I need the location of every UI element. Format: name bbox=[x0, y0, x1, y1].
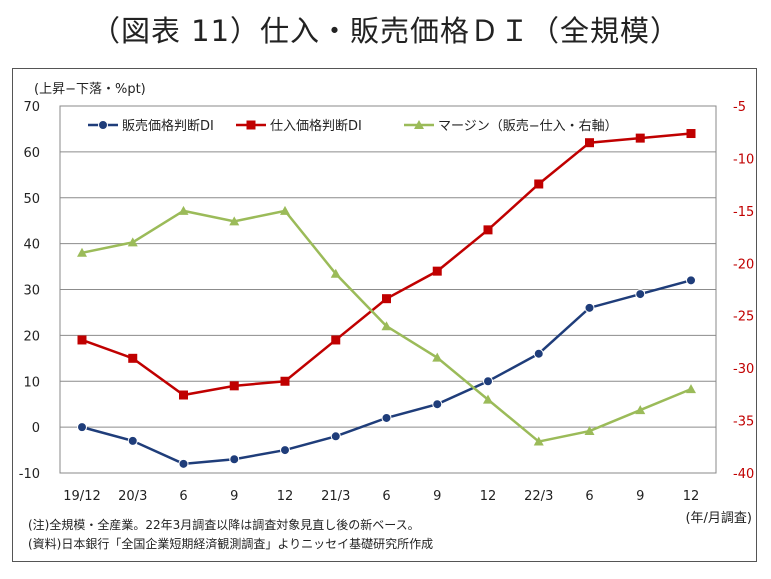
x-tick-label: 9 bbox=[433, 489, 441, 504]
data-point bbox=[229, 381, 239, 391]
x-tick-label: 9 bbox=[230, 489, 238, 504]
data-point bbox=[280, 205, 290, 215]
series-group bbox=[77, 205, 696, 446]
data-point bbox=[229, 454, 240, 465]
x-tick-label: 12 bbox=[480, 489, 497, 504]
data-point bbox=[179, 390, 188, 400]
legend-item: 販売価格判断DI bbox=[88, 118, 214, 134]
series-line bbox=[81, 279, 692, 466]
y-left-tick-label: 20 bbox=[23, 329, 40, 344]
y-left-tick-label: 40 bbox=[23, 238, 40, 253]
data-point bbox=[584, 426, 595, 436]
data-point bbox=[77, 247, 87, 257]
data-point bbox=[483, 225, 493, 235]
source-caption: (資料)日本銀行「全国企業短期経済観測調査」よりニッセイ基礎研究所作成 bbox=[28, 537, 434, 551]
legend: 販売価格判断DI 仕入価格判断DI マージン（販売−仕入・右軸） bbox=[88, 118, 618, 134]
legend-label: 仕入価格判断DI bbox=[270, 118, 362, 134]
data-point bbox=[584, 302, 595, 313]
data-point bbox=[382, 294, 391, 304]
data-point bbox=[229, 216, 240, 226]
data-point bbox=[635, 289, 646, 300]
series-group bbox=[77, 275, 696, 469]
data-point bbox=[483, 394, 493, 404]
data-point bbox=[686, 275, 696, 286]
x-tick-label: 19/12 bbox=[63, 489, 100, 504]
data-point bbox=[635, 133, 645, 143]
data-point bbox=[330, 431, 341, 442]
y-left-tick-label: 30 bbox=[23, 284, 40, 299]
data-point bbox=[77, 335, 87, 345]
data-point bbox=[585, 138, 594, 148]
y-left-tick-label: 60 bbox=[23, 146, 40, 161]
data-point bbox=[533, 348, 544, 359]
data-point bbox=[432, 266, 442, 276]
data-point bbox=[432, 399, 443, 410]
data-point bbox=[280, 445, 290, 456]
x-axis-label: (年/月調査) bbox=[685, 511, 752, 526]
data-point bbox=[534, 179, 544, 189]
y-right-tick-label: -10 bbox=[733, 152, 754, 167]
y-axis-left-label: (上昇−下落・%pt) bbox=[34, 82, 146, 97]
x-tick-label: 21/3 bbox=[321, 489, 350, 504]
plot-area-border bbox=[59, 105, 717, 474]
data-point bbox=[686, 129, 696, 139]
y-axis-right-ticks: -40 -35 -30 -25 -20 -15 -10 -5 bbox=[733, 100, 754, 482]
data-point bbox=[381, 321, 392, 331]
data-point bbox=[686, 384, 696, 394]
data-point bbox=[127, 237, 138, 247]
x-axis-ticks: 19/12 20/3 6 9 12 21/3 6 9 12 22/3 6 9 12 bbox=[63, 489, 699, 504]
x-tick-label: 6 bbox=[585, 489, 593, 504]
x-tick-label: 12 bbox=[683, 489, 700, 504]
data-point bbox=[127, 435, 138, 446]
x-tick-label: 6 bbox=[179, 489, 187, 504]
y-axis-left-ticks: -10 0 10 20 30 40 50 60 70 bbox=[19, 100, 40, 482]
y-left-tick-label: 0 bbox=[32, 421, 40, 436]
y-right-tick-label: -20 bbox=[733, 257, 754, 272]
y-left-tick-label: 10 bbox=[23, 375, 40, 390]
series-group bbox=[77, 129, 696, 400]
data-point bbox=[381, 412, 392, 423]
data-point bbox=[331, 335, 341, 345]
x-tick-label: 20/3 bbox=[118, 489, 147, 504]
data-point bbox=[533, 436, 544, 446]
y-left-tick-label: 50 bbox=[23, 192, 40, 207]
data-point bbox=[128, 353, 138, 363]
legend-label: 販売価格判断DI bbox=[122, 118, 214, 134]
data-point bbox=[414, 120, 424, 129]
data-point bbox=[77, 422, 87, 433]
x-tick-label: 12 bbox=[277, 489, 294, 504]
y-left-tick-label: 70 bbox=[23, 100, 40, 115]
series-line bbox=[81, 132, 692, 397]
x-tick-label: 9 bbox=[636, 489, 644, 504]
y-right-tick-label: -35 bbox=[733, 415, 754, 430]
data-point bbox=[635, 405, 646, 415]
data-point bbox=[178, 458, 189, 469]
legend-label: マージン（販売−仕入・右軸） bbox=[438, 118, 618, 134]
y-right-tick-label: -5 bbox=[733, 100, 746, 115]
data-point bbox=[432, 352, 443, 362]
data-point bbox=[178, 205, 189, 215]
data-point bbox=[246, 120, 256, 130]
x-tick-label: 22/3 bbox=[524, 489, 553, 504]
y-right-tick-label: -40 bbox=[733, 467, 754, 482]
series-lines bbox=[77, 129, 696, 469]
data-point bbox=[98, 120, 108, 130]
data-point bbox=[330, 268, 341, 278]
legend-item: 仕入価格判断DI bbox=[236, 118, 362, 134]
y-left-tick-label: -10 bbox=[19, 467, 40, 482]
y-right-tick-label: -25 bbox=[733, 310, 754, 325]
note-caption: (注)全規模・全産業。22年3月調査以降は調査対象見直し後の新ベース。 bbox=[28, 518, 420, 532]
x-tick-label: 6 bbox=[382, 489, 390, 504]
legend-item: マージン（販売−仕入・右軸） bbox=[404, 118, 618, 134]
y-right-tick-label: -15 bbox=[733, 205, 754, 220]
chart-title: （図表 11）仕入・販売価格ＤＩ（全規模） bbox=[90, 14, 681, 48]
data-point bbox=[280, 376, 290, 386]
y-right-tick-label: -30 bbox=[733, 362, 754, 377]
data-point bbox=[483, 376, 493, 387]
chart-frame bbox=[12, 68, 757, 562]
